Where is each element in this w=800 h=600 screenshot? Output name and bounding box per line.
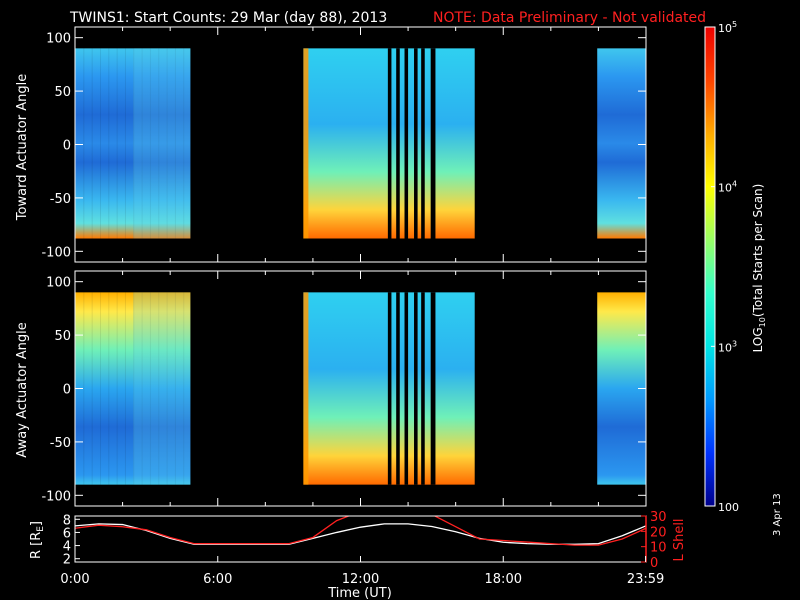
generation-date: 3 Apr 13 (772, 493, 783, 536)
texture-stripe (116, 292, 118, 485)
texture-stripe (133, 292, 135, 485)
data-gap (396, 292, 400, 485)
texture-stripe (99, 292, 101, 485)
y-tick-label: 100 (46, 32, 71, 47)
y-tick-label: 50 (54, 329, 71, 344)
y-tick-label: 0 (63, 383, 71, 398)
heatmap-shade (133, 48, 191, 239)
colorbar: 105 104 103 100 (704, 20, 739, 514)
panel-frame (74, 515, 647, 563)
texture-stripe (124, 292, 126, 485)
left-tick-label: 4 (63, 540, 71, 555)
right-tick-label: 10 (650, 541, 667, 556)
colorbar-tick-label: 100 (718, 501, 739, 514)
y-tick-label: -50 (50, 192, 71, 207)
data-gap (430, 48, 436, 239)
radius-series-line (75, 523, 646, 545)
heatmap-block (597, 292, 646, 485)
texture-stripe (83, 292, 85, 485)
onset-column (303, 292, 309, 485)
preliminary-note: NOTE: Data Preliminary - Not validated (433, 10, 706, 26)
data-gap (404, 292, 409, 485)
y-tick-label: -50 (50, 436, 71, 451)
heatmap-block (75, 292, 191, 485)
texture-stripe (124, 48, 126, 239)
data-gap (396, 48, 400, 239)
heatmap-shade (133, 292, 191, 485)
data-gap (387, 292, 392, 485)
x-tick-label: 0:00 (60, 572, 89, 587)
x-tick-label: 6:00 (203, 572, 232, 587)
y-tick-label: 0 (63, 139, 71, 154)
texture-stripe (91, 48, 93, 239)
y-tick-label: 100 (46, 276, 71, 291)
data-gap (430, 292, 436, 485)
orbit-right-label: L Shell (672, 518, 687, 561)
texture-stripe (183, 48, 185, 239)
heatmap-block (597, 48, 646, 239)
colorbar-tick-label: 103 (718, 339, 737, 354)
toward-heatmap-panel: -100 -50 0 50 100 (41, 26, 647, 263)
colorbar-tick-label: 105 (718, 20, 737, 35)
x-tick-label: 18:00 (485, 572, 522, 587)
away-ylabel: Away Actuator Angle (15, 322, 30, 457)
heatmap-block (75, 48, 191, 239)
data-gap (404, 48, 409, 239)
chart-title: TWINS1: Start Counts: 29 Mar (day 88), 2… (69, 10, 387, 26)
texture-stripe (108, 48, 110, 239)
texture-stripe (99, 48, 101, 239)
texture-stripe (83, 48, 85, 239)
texture-stripe (141, 292, 143, 485)
left-tick-label: 8 (63, 513, 71, 528)
data-gap (387, 48, 392, 239)
x-tick-label: 23:59 (627, 572, 664, 587)
texture-stripe (166, 48, 168, 239)
colorbar-label: LOG10(Total Starts per Scan) (751, 184, 767, 353)
orbit-left-label: R [RE] (29, 521, 46, 559)
right-tick-label: 0 (650, 556, 658, 571)
y-tick-label: 50 (54, 85, 71, 100)
y-tick-label: -100 (41, 245, 71, 260)
texture-stripe (166, 292, 168, 485)
texture-stripe (141, 48, 143, 239)
toward-ylabel: Toward Actuator Angle (15, 74, 30, 221)
data-gap (414, 292, 418, 485)
texture-stripe (108, 292, 110, 485)
texture-stripe (133, 48, 135, 239)
left-tick-label: 6 (63, 526, 71, 541)
colorbar-tick-label: 104 (718, 180, 737, 195)
texture-stripe (91, 292, 93, 485)
away-heatmap-panel: -100 -50 0 50 100 (41, 270, 647, 507)
texture-stripe (174, 292, 176, 485)
right-tick-label: 30 (650, 510, 667, 525)
data-gap (421, 48, 425, 239)
left-tick-label: 2 (63, 553, 71, 568)
y-tick-label: -100 (41, 489, 71, 504)
texture-stripe (158, 48, 160, 239)
onset-column (303, 48, 309, 239)
lshell-series-line (75, 516, 646, 546)
data-gap (414, 48, 418, 239)
data-gap (421, 292, 425, 485)
texture-stripe (149, 48, 151, 239)
texture-stripe (158, 292, 160, 485)
x-tick-label: 12:00 (342, 572, 379, 587)
colorbar-gradient (704, 26, 716, 507)
texture-stripe (149, 292, 151, 485)
texture-stripe (174, 48, 176, 239)
texture-stripe (116, 48, 118, 239)
texture-stripe (183, 292, 185, 485)
right-tick-label: 20 (650, 525, 667, 540)
x-axis-label: Time (UT) (327, 586, 392, 600)
